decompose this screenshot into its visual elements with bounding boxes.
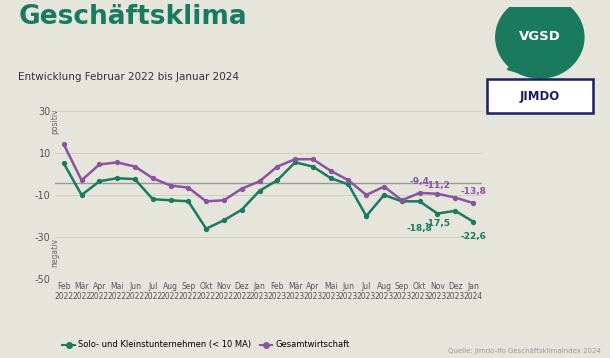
Text: negativ: negativ	[51, 238, 59, 267]
Text: -17,5: -17,5	[425, 219, 450, 228]
Text: JIMDO: JIMDO	[520, 90, 560, 103]
Text: -18,8: -18,8	[407, 224, 432, 233]
Text: Geschäftsklima: Geschäftsklima	[18, 4, 247, 30]
Text: VGSD: VGSD	[519, 30, 561, 43]
Text: Quelle: Jimdo-ifo Geschäftsklimaindex 2024: Quelle: Jimdo-ifo Geschäftsklimaindex 20…	[448, 348, 601, 354]
Legend: Solo- und Kleinstunternehmen (< 10 MA), Gesamtwirtschaft: Solo- und Kleinstunternehmen (< 10 MA), …	[59, 337, 353, 353]
FancyBboxPatch shape	[487, 79, 593, 113]
Text: -22,6: -22,6	[460, 232, 486, 241]
Circle shape	[496, 0, 584, 78]
Text: -13,8: -13,8	[460, 187, 486, 195]
Text: Entwicklung Februar 2022 bis Januar 2024: Entwicklung Februar 2022 bis Januar 2024	[18, 72, 239, 82]
Polygon shape	[508, 59, 522, 74]
Text: -11,2: -11,2	[425, 181, 450, 190]
Text: -9,4: -9,4	[410, 177, 429, 187]
Text: positiv: positiv	[51, 109, 59, 134]
